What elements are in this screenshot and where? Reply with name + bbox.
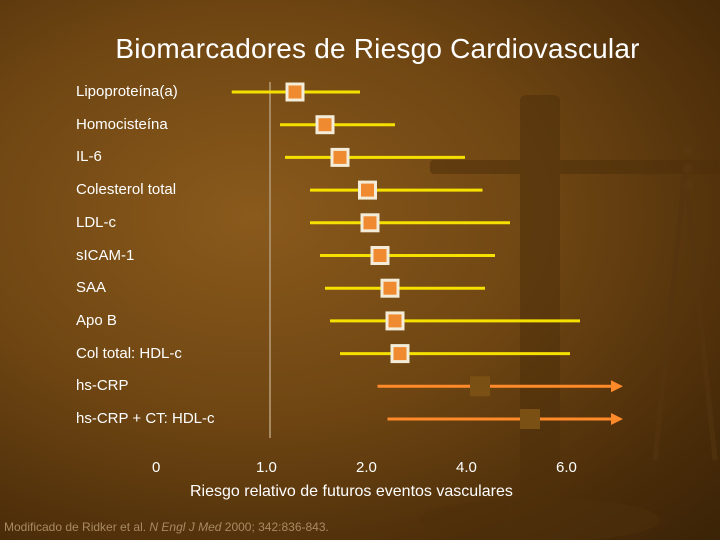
point-estimate-marker xyxy=(380,278,400,298)
row-label: Colesterol total xyxy=(76,181,177,199)
point-estimate-marker xyxy=(358,180,377,200)
row-label: SAA xyxy=(76,279,107,297)
source-journal: N Engl J Med xyxy=(149,520,222,534)
row-label: Apo B xyxy=(76,311,117,329)
row-label: Lipoproteína(a) xyxy=(76,83,178,100)
row-label: hs-CRP + CT: HDL-c xyxy=(76,410,215,427)
x-axis-label: Riesgo relativo de futuros eventos vascu… xyxy=(190,483,513,500)
point-estimate-marker xyxy=(360,213,380,233)
row-label: hs-CRP xyxy=(76,377,129,395)
arrowhead xyxy=(611,413,623,425)
row-label: LDL-c xyxy=(76,213,117,231)
arrowhead xyxy=(611,380,623,393)
point-estimate-marker xyxy=(330,147,350,167)
point-estimate-marker xyxy=(470,376,490,397)
x-tick-label: 6.0 xyxy=(556,459,577,476)
point-estimate-marker xyxy=(285,82,305,102)
x-tick-label: 2.0 xyxy=(356,459,377,476)
point-estimate-marker xyxy=(390,344,410,364)
row-label: sICAM-1 xyxy=(76,246,135,264)
row-label: IL-6 xyxy=(76,148,102,166)
x-tick-label: 4.0 xyxy=(456,459,477,476)
point-estimate-marker xyxy=(370,246,390,265)
row-label: Col total: HDL-c xyxy=(76,344,182,362)
x-tick-label: 1.0 xyxy=(256,459,277,476)
point-estimate-marker xyxy=(315,115,335,135)
point-estimate-marker xyxy=(385,311,405,331)
point-estimate-marker xyxy=(520,409,540,429)
row-label: Homocisteína xyxy=(76,115,168,133)
source-suffix: 2000; 342:836-843. xyxy=(221,520,329,534)
source-prefix: Modificado de Ridker et al. xyxy=(4,520,150,534)
source-citation: Modificado de Ridker et al. N Engl J Med… xyxy=(4,520,329,534)
chart-title: Biomarcadores de Riesgo Cardiovascular xyxy=(115,33,640,64)
x-tick-label: 0 xyxy=(152,459,161,476)
